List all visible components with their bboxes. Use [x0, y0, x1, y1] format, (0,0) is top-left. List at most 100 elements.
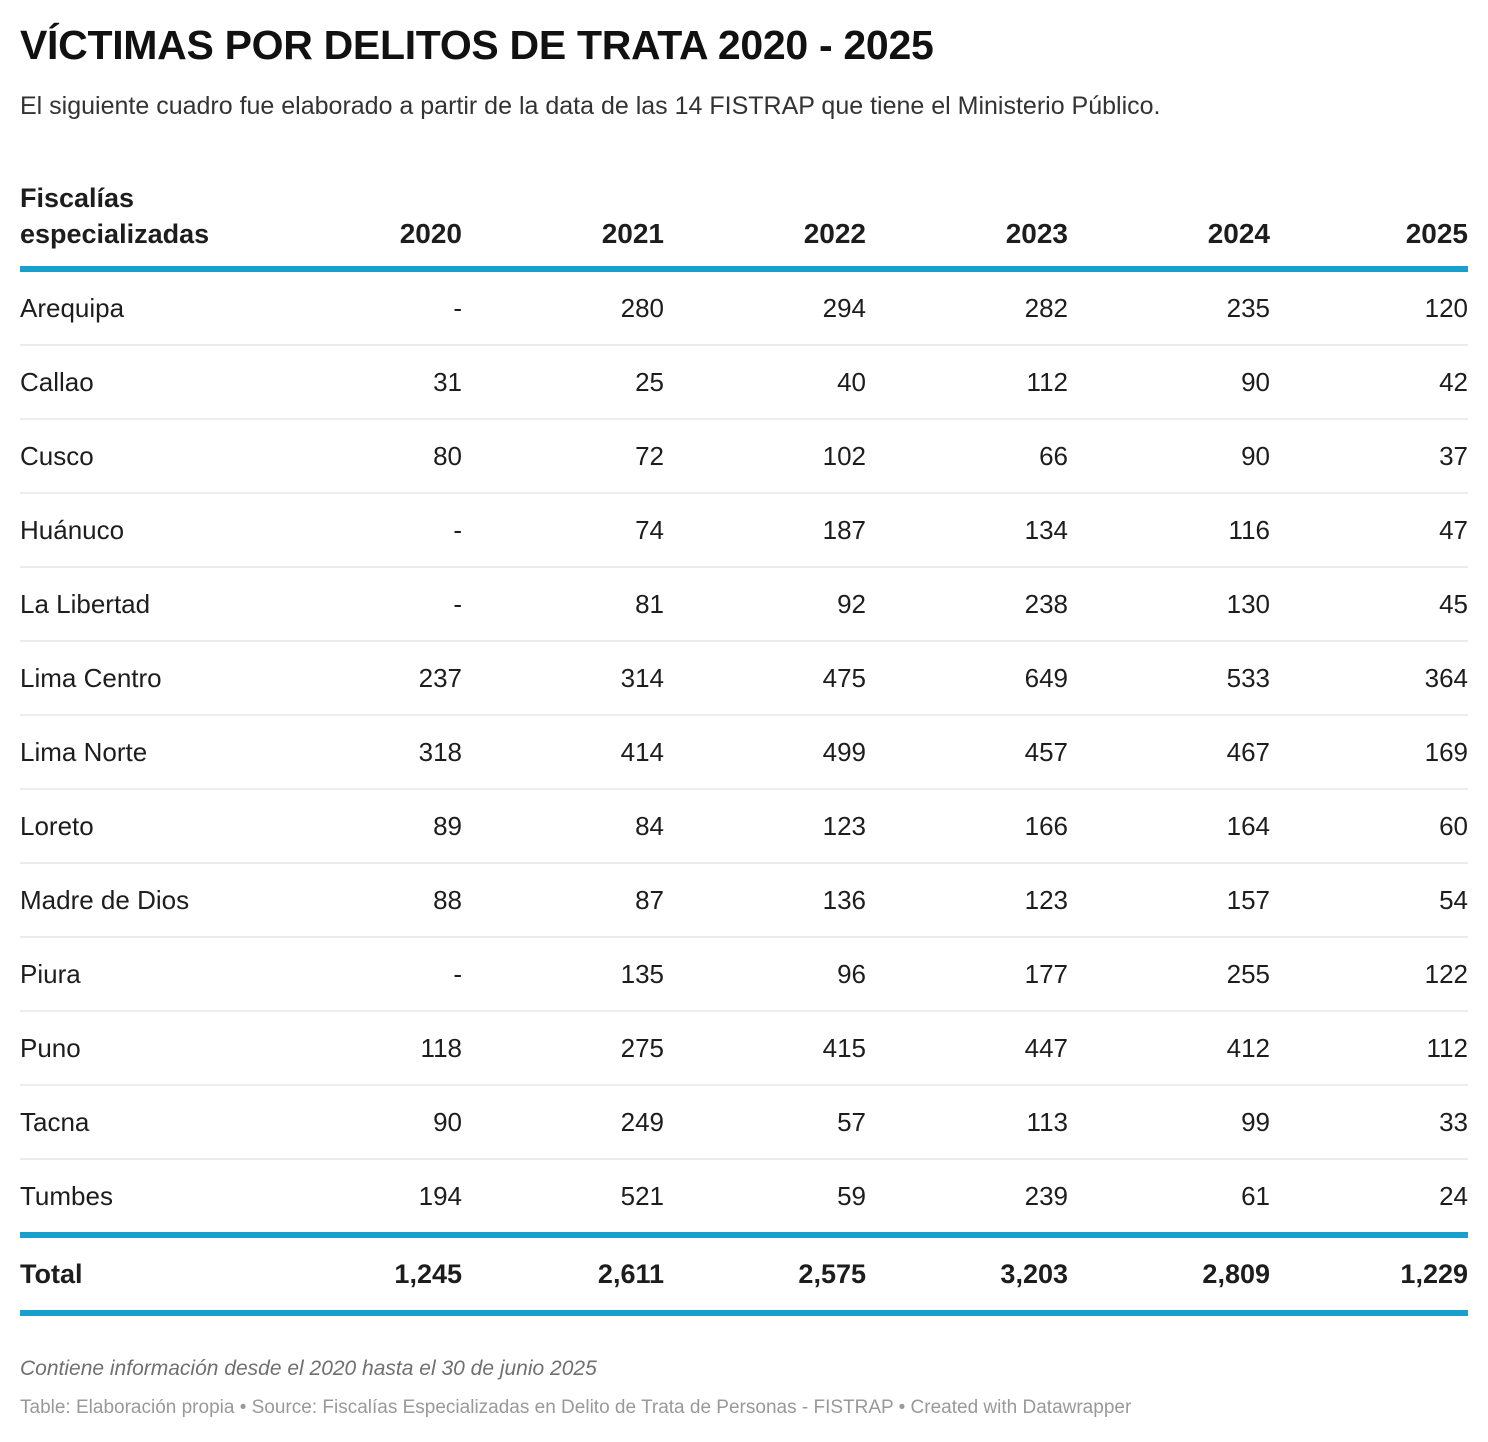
- table-cell: 457: [1024, 737, 1068, 767]
- table-cell: 33: [1439, 1107, 1468, 1137]
- table-row: Arequipa - 280 294 282 235 120: [20, 272, 1468, 346]
- table-cell: 280: [620, 293, 664, 323]
- table-row: Huánuco - 74 187 134 116 47: [20, 494, 1468, 568]
- table-notes: Contiene información desde el 2020 hasta…: [20, 1357, 597, 1380]
- table-cell: 238: [1024, 589, 1068, 619]
- table-cell: 47: [1439, 515, 1468, 545]
- table-cell: 447: [1024, 1033, 1068, 1063]
- table-cell: 235: [1226, 293, 1270, 323]
- table-cell: 118: [420, 1033, 462, 1063]
- table-cell: 255: [1226, 959, 1270, 989]
- table-cell: 61: [1241, 1181, 1270, 1211]
- table-cell: 415: [822, 1033, 866, 1063]
- column-header-line: especializadas: [20, 219, 210, 249]
- table-cell: 533: [1226, 663, 1270, 693]
- table-cell: 123: [822, 811, 866, 841]
- column-header-2023[interactable]: 2023: [1005, 218, 1068, 249]
- table-cell: -: [453, 293, 462, 323]
- table-cell: 99: [1241, 1107, 1270, 1137]
- column-header-fiscalias[interactable]: Fiscalías especializadas: [20, 180, 260, 252]
- table-cell: 24: [1439, 1181, 1468, 1211]
- table-cell: 237: [418, 663, 462, 693]
- table-cell: 45: [1439, 589, 1468, 619]
- table-cell: 90: [1241, 367, 1270, 397]
- table-cell: 169: [1424, 737, 1468, 767]
- table-cell: 467: [1226, 737, 1270, 767]
- table-row: Cusco 80 72 102 66 90 37: [20, 420, 1468, 494]
- table-source: Table: Elaboración propia • Source: Fisc…: [20, 1397, 1132, 1418]
- table-cell: 96: [837, 959, 866, 989]
- table-cell: -: [453, 589, 462, 619]
- table-cell: 116: [1228, 515, 1270, 545]
- total-cell: 1,245: [394, 1259, 462, 1289]
- table-cell: 135: [620, 959, 664, 989]
- table-cell: 134: [1024, 515, 1068, 545]
- table-row: La Libertad - 81 92 238 130 45: [20, 568, 1468, 642]
- table-cell: 364: [1424, 663, 1468, 693]
- table-cell: 54: [1439, 885, 1468, 915]
- table-cell: 122: [1424, 959, 1468, 989]
- column-header-line: Fiscalías: [20, 183, 135, 213]
- table-header: Fiscalías especializadas 2020 2021 2022 …: [20, 178, 1468, 266]
- table-cell: 87: [635, 885, 664, 915]
- chart-title: VÍCTIMAS POR DELITOS DE TRATA 2020 - 202…: [20, 22, 934, 68]
- table-row: Lima Centro 237 314 475 649 533 364: [20, 642, 1468, 716]
- table-cell: 72: [635, 441, 664, 471]
- table-cell: -: [453, 959, 462, 989]
- table-cell: 112: [1026, 367, 1068, 397]
- table-cell: 414: [620, 737, 664, 767]
- column-header-2021[interactable]: 2021: [601, 218, 664, 249]
- total-cell: 2,809: [1202, 1259, 1270, 1289]
- total-cell: 1,229: [1400, 1259, 1468, 1289]
- table-cell: 177: [1024, 959, 1068, 989]
- table-cell: 90: [1241, 441, 1270, 471]
- table-cell: 59: [837, 1181, 866, 1211]
- table-cell: 31: [433, 367, 462, 397]
- data-table: Fiscalías especializadas 2020 2021 2022 …: [20, 178, 1468, 1316]
- table-cell: 282: [1024, 293, 1068, 323]
- table-cell: 37: [1439, 441, 1468, 471]
- total-label: Total: [20, 1259, 83, 1289]
- table-row: Piura - 135 96 177 255 122: [20, 938, 1468, 1012]
- row-label: Arequipa: [20, 293, 125, 323]
- table-cell: 25: [635, 367, 664, 397]
- table-cell: 123: [1024, 885, 1068, 915]
- column-header-2022[interactable]: 2022: [803, 218, 866, 249]
- table-cell: 84: [635, 811, 664, 841]
- table-cell: 60: [1439, 811, 1468, 841]
- table-row: Lima Norte 318 414 499 457 467 169: [20, 716, 1468, 790]
- chart-subtitle: El siguiente cuadro fue elaborado a part…: [20, 92, 1161, 120]
- table-row: Madre de Dios 88 87 136 123 157 54: [20, 864, 1468, 938]
- total-row: Total 1,245 2,611 2,575 3,203 2,809 1,22…: [20, 1238, 1468, 1310]
- table-cell: 314: [620, 663, 664, 693]
- table-cell: 275: [620, 1033, 664, 1063]
- row-label: La Libertad: [20, 589, 151, 619]
- total-cell: 3,203: [1000, 1259, 1068, 1289]
- table-cell: 89: [433, 811, 462, 841]
- table-cell: 166: [1024, 811, 1068, 841]
- row-label: Lima Centro: [20, 663, 162, 693]
- column-header-2024[interactable]: 2024: [1207, 218, 1270, 249]
- column-header-2020[interactable]: 2020: [399, 218, 462, 249]
- table-cell: 92: [837, 589, 866, 619]
- row-label: Lima Norte: [20, 737, 148, 767]
- table-row: Callao 31 25 40 112 90 42: [20, 346, 1468, 420]
- table-cell: 66: [1039, 441, 1068, 471]
- row-label: Huánuco: [20, 515, 125, 545]
- table-cell: 40: [837, 367, 866, 397]
- row-label: Tacna: [20, 1107, 90, 1137]
- table-cell: 412: [1226, 1033, 1270, 1063]
- header-rule: [20, 266, 1468, 272]
- column-header-2025[interactable]: 2025: [1405, 218, 1468, 249]
- table-cell: 249: [620, 1107, 664, 1137]
- row-label: Madre de Dios: [20, 885, 190, 915]
- table-cell: 239: [1024, 1181, 1068, 1211]
- table-cell: 88: [433, 885, 462, 915]
- table-cell: -: [453, 515, 462, 545]
- row-label: Cusco: [20, 441, 94, 471]
- table-row: Loreto 89 84 123 166 164 60: [20, 790, 1468, 864]
- table-cell: 130: [1226, 589, 1270, 619]
- table-body: Arequipa - 280 294 282 235 120 Callao 31 25 40 112 9…: [20, 272, 1468, 1232]
- table-cell: 194: [418, 1181, 462, 1211]
- table-cell: 475: [822, 663, 866, 693]
